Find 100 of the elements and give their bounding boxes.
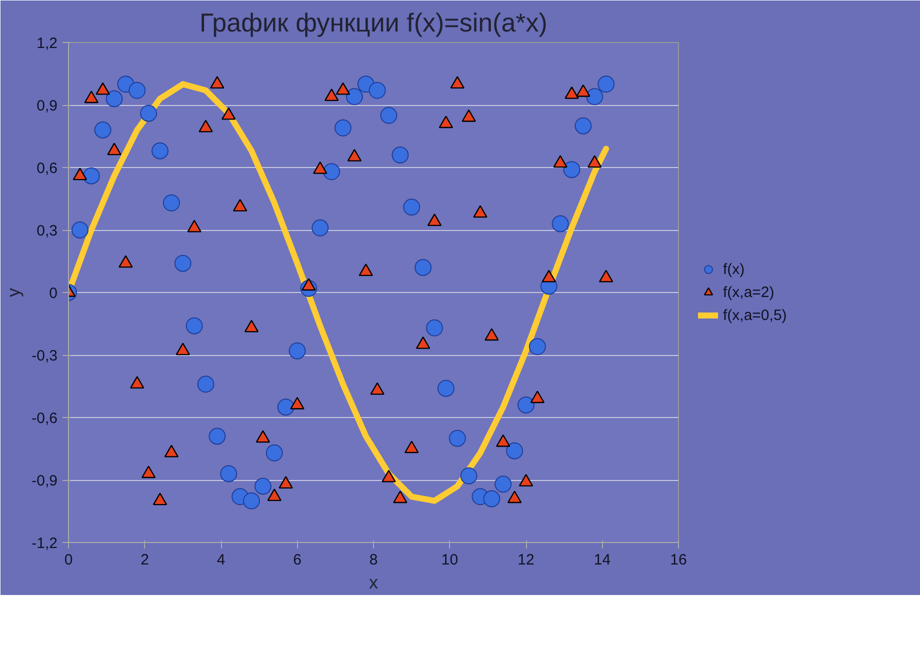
y-tick-label: -0,9: [32, 472, 58, 490]
point: [448, 430, 466, 447]
point: [71, 222, 88, 238]
y-tick-label: 0: [49, 285, 58, 302]
chart-title: График функции f(x)=sin(a*x): [200, 8, 548, 38]
point: [484, 328, 499, 341]
point: [106, 90, 123, 108]
point: [416, 336, 430, 349]
point: [426, 319, 443, 336]
point: [518, 474, 534, 486]
point: [574, 117, 592, 134]
point: [564, 86, 579, 99]
point: [334, 119, 352, 136]
point: [162, 194, 180, 212]
point: [176, 342, 190, 356]
point: [254, 478, 272, 495]
point: [553, 155, 568, 168]
y-axis-title: y: [4, 288, 24, 297]
point: [84, 90, 98, 104]
point: [462, 109, 476, 122]
y-tick-label: 0,6: [36, 160, 58, 177]
y-tick-label: 0,3: [36, 222, 58, 240]
y-tick-label: 0,9: [36, 98, 58, 114]
x-tick-label: 10: [441, 552, 458, 568]
point: [382, 470, 396, 482]
x-tick-label: 0: [64, 552, 73, 568]
point: [312, 219, 329, 236]
x-axis-title: x: [369, 572, 378, 592]
point: [267, 488, 282, 502]
y-tick-label: -0,6: [32, 410, 58, 427]
point: [128, 82, 146, 99]
point: [164, 444, 179, 458]
point: [507, 490, 522, 504]
x-tick-label: 16: [670, 552, 687, 568]
point: [82, 167, 100, 184]
point: [107, 142, 122, 156]
point: [210, 76, 224, 89]
point: [563, 161, 580, 178]
point: [232, 198, 248, 212]
point: [393, 490, 408, 504]
point: [370, 382, 384, 395]
point: [542, 270, 556, 282]
point: [244, 320, 259, 332]
point: [140, 104, 158, 122]
point: [588, 155, 602, 168]
point: [506, 442, 524, 460]
point: [243, 492, 260, 510]
point: [427, 214, 442, 226]
point: [530, 390, 545, 404]
point: [118, 255, 133, 268]
point: [152, 492, 168, 506]
point: [403, 198, 420, 216]
point: [278, 476, 293, 489]
point: [392, 146, 409, 164]
x-tick-label: 4: [216, 552, 226, 568]
point: [598, 76, 615, 93]
point: [323, 163, 340, 180]
point: [496, 434, 510, 447]
point: [518, 396, 534, 414]
point: [346, 88, 363, 106]
point: [483, 490, 500, 508]
legend-label: f(x,a=0,5): [723, 306, 787, 324]
point: [347, 148, 362, 162]
point: [186, 317, 203, 334]
point: [324, 88, 339, 102]
point: [197, 376, 214, 393]
point: [277, 398, 294, 416]
point: [460, 467, 478, 484]
x-tick-label: 8: [369, 552, 378, 568]
point: [336, 82, 350, 95]
point: [266, 444, 283, 462]
point: [174, 254, 192, 272]
point: [414, 259, 432, 276]
y-tick-label: -0,3: [32, 348, 58, 364]
point: [256, 430, 270, 443]
point: [198, 120, 213, 132]
point: [208, 428, 226, 445]
point: [130, 376, 144, 389]
legend-label: f(x,a=2): [723, 284, 774, 300]
point: [528, 338, 546, 356]
point: [586, 88, 604, 106]
point: [598, 270, 614, 282]
point: [94, 122, 112, 138]
legend-label: f(x): [723, 260, 745, 278]
y-tick-label: 1,2: [36, 35, 58, 52]
x-tick-label: 12: [518, 552, 534, 568]
point: [450, 76, 464, 89]
point: [96, 82, 110, 95]
point: [290, 396, 304, 410]
point: [552, 215, 569, 232]
point: [358, 264, 373, 276]
point: [220, 465, 238, 482]
y-tick-label: -1,2: [32, 535, 58, 552]
point: [222, 107, 236, 120]
point: [152, 142, 168, 160]
point: [380, 106, 398, 124]
x-tick-label: 2: [140, 552, 149, 568]
point: [494, 476, 512, 493]
x-tick-label: 14: [594, 552, 611, 568]
point: [437, 380, 454, 397]
